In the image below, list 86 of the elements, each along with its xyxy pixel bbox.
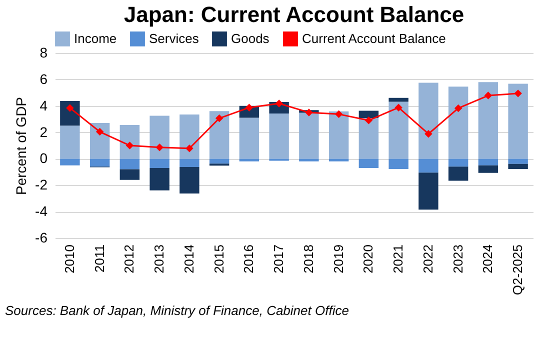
bar — [180, 158, 200, 168]
point — [66, 104, 74, 112]
bar — [299, 158, 319, 162]
bar — [478, 82, 498, 159]
x-tick-label: 2021 — [390, 244, 406, 274]
bar — [269, 114, 289, 159]
x-tick-label: 2024 — [480, 244, 496, 274]
bar — [90, 123, 110, 159]
y-tick-label: -2 — [35, 176, 48, 193]
point — [156, 143, 164, 152]
bar — [358, 118, 379, 159]
bar — [448, 158, 468, 167]
legend-label: Goods — [231, 30, 270, 46]
bar — [180, 167, 200, 194]
bar — [180, 114, 200, 159]
bar — [448, 86, 468, 159]
bar — [448, 166, 468, 181]
x-tick-label: 2011 — [92, 244, 107, 272]
bar — [120, 169, 140, 180]
y-tick-label: -6 — [35, 230, 48, 246]
bar — [60, 126, 80, 159]
x-tick-label: Q2-2025 — [510, 244, 526, 296]
point — [454, 104, 462, 112]
point — [275, 100, 283, 108]
y-tick-label: 4 — [40, 97, 48, 114]
bar — [60, 158, 80, 166]
point — [186, 144, 194, 152]
bar — [358, 110, 379, 118]
bar — [299, 112, 319, 159]
y-tick-label: 6 — [40, 70, 48, 87]
bar — [239, 158, 260, 162]
point — [424, 130, 432, 138]
bar — [90, 158, 110, 167]
bar — [418, 82, 438, 159]
y-tick-label: 8 — [40, 44, 48, 60]
x-tick-label: 2022 — [420, 244, 436, 274]
x-tick-label: 2016 — [241, 244, 256, 274]
y-tick-label: 2 — [40, 124, 48, 140]
x-tick-label: 2020 — [360, 244, 376, 274]
bar — [328, 158, 349, 162]
bar — [508, 84, 528, 159]
x-tick-label: 2023 — [450, 244, 466, 274]
bar — [150, 116, 170, 159]
x-tick-label: 2017 — [271, 244, 286, 274]
x-tick-label: 2018 — [300, 244, 316, 274]
y-axis-title: Percent of GDP — [13, 96, 30, 196]
bar — [120, 125, 140, 159]
point — [394, 104, 402, 112]
bar — [120, 158, 140, 170]
bar — [150, 168, 170, 190]
y-tick-label: 0 — [40, 150, 48, 166]
point — [514, 90, 522, 98]
bar — [358, 158, 379, 168]
bar — [508, 158, 528, 164]
legend-label: Income — [74, 30, 117, 46]
bar — [209, 111, 230, 159]
bar — [328, 111, 349, 159]
bar — [388, 102, 408, 159]
bar — [388, 158, 408, 170]
bar — [239, 118, 260, 159]
point — [96, 128, 104, 136]
bar — [478, 158, 498, 166]
bar — [478, 165, 498, 173]
x-tick-label: 2013 — [152, 244, 167, 274]
x-tick-label: 2010 — [62, 244, 77, 274]
x-tick-label: 2019 — [330, 244, 346, 274]
bar — [418, 172, 438, 210]
bar — [209, 158, 230, 164]
point — [215, 114, 224, 122]
bar — [508, 164, 528, 170]
x-tick-label: 2014 — [181, 244, 196, 274]
point — [334, 110, 343, 118]
point — [305, 108, 313, 116]
legend-label: Current Account Balance — [302, 30, 446, 46]
x-tick-label: 2012 — [122, 244, 137, 274]
legend-label: Services — [149, 30, 200, 46]
point — [484, 92, 492, 100]
point — [364, 116, 373, 124]
chart-title: Japan: Current Account Balance — [124, 2, 464, 27]
bar — [388, 98, 408, 102]
bar — [418, 158, 438, 173]
source-note: Sources: Bank of Japan, Ministry of Finance, Cabinet Office — [5, 303, 349, 318]
bar — [60, 100, 80, 126]
x-tick-label: 2015 — [211, 244, 226, 274]
y-tick-label: -4 — [35, 203, 48, 220]
bar — [150, 158, 170, 168]
